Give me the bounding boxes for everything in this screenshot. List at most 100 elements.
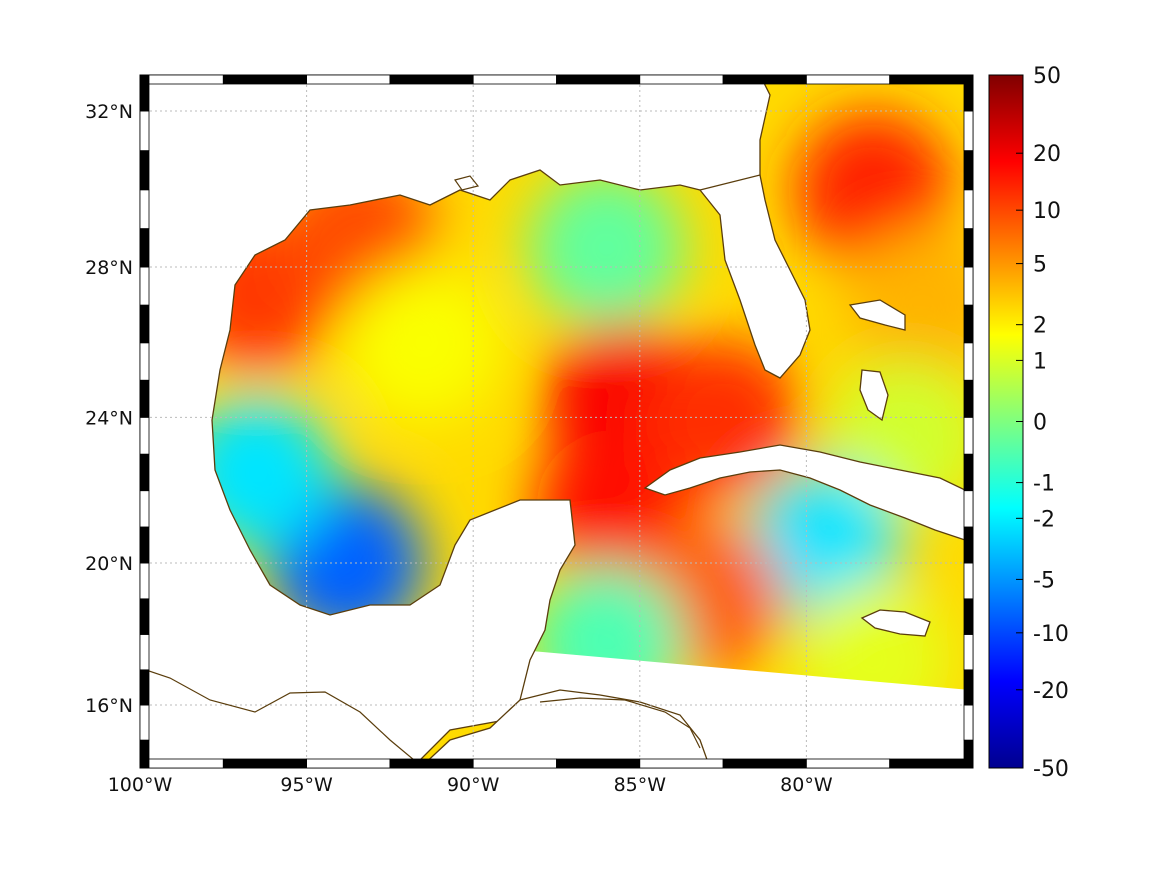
border-segment — [963, 526, 974, 564]
border-segment — [472, 74, 557, 85]
lon-tick-label: 85°W — [614, 774, 667, 796]
colorbar-tick-label: -2 — [1033, 507, 1055, 532]
border-segment — [139, 189, 150, 229]
border-segment — [472, 758, 557, 769]
colorbar-tick-label: -5 — [1033, 568, 1055, 593]
lat-tick-label: 24°N — [85, 407, 133, 429]
longitude-labels: 100°W 95°W 90°W 85°W 80°W — [108, 774, 833, 796]
border-segment — [139, 304, 150, 344]
border-segment — [963, 453, 974, 492]
border-segment — [139, 758, 224, 769]
latitude-labels: 32°N 28°N 24°N 20°N 16°N — [85, 101, 133, 717]
colorbar-tick-label: -10 — [1033, 622, 1069, 647]
lon-tick-label: 80°W — [780, 774, 833, 796]
jamaica-island — [860, 609, 931, 637]
border-segment — [963, 416, 974, 455]
colorbar-tick-label: 2 — [1033, 314, 1047, 339]
field-patch-central-gulf — [345, 264, 502, 421]
border-segment — [556, 758, 641, 769]
border-segment — [963, 342, 974, 381]
bahamas-abaco — [848, 299, 906, 331]
lon-tick-label: 100°W — [108, 774, 173, 796]
border-segment — [306, 758, 391, 769]
border-segment — [139, 453, 150, 492]
lake-pontchartrain — [454, 175, 480, 191]
border-segment — [222, 758, 308, 769]
colorbar-tick-label: 5 — [1033, 253, 1047, 278]
border-segment — [963, 739, 974, 769]
border-segment — [889, 74, 974, 85]
colorbar-tick-label: 20 — [1033, 142, 1061, 167]
coastline-details — [140, 175, 701, 766]
border-segment — [139, 74, 224, 85]
graticule — [140, 75, 973, 768]
lat-tick-label: 32°N — [85, 101, 133, 123]
central-america-landmass — [419, 689, 711, 768]
border-segment — [139, 704, 150, 741]
field-patch-eastern-gulf-shelf — [528, 169, 685, 326]
border-segment — [139, 416, 150, 455]
land-masks — [140, 75, 966, 768]
border-segment — [963, 228, 974, 268]
border-segment — [139, 526, 150, 564]
colorbar-tick-label: 10 — [1033, 199, 1061, 224]
border-segment — [806, 758, 891, 769]
map-border-bars — [139, 74, 974, 769]
cuba-island — [643, 444, 966, 541]
mexico-pacific-coast — [140, 667, 421, 766]
border-segment — [139, 228, 150, 268]
border-segment — [139, 110, 150, 152]
border-segment — [389, 74, 474, 85]
colorbar-tick-label: 1 — [1033, 349, 1047, 374]
colorbar-tick-label: -50 — [1033, 757, 1069, 782]
colorbar-tick-label: -1 — [1033, 472, 1055, 497]
border-segment — [556, 74, 641, 85]
border-segment — [139, 739, 150, 769]
border-segment — [963, 598, 974, 635]
border-segment — [963, 266, 974, 306]
border-segment — [139, 342, 150, 381]
border-segment — [139, 266, 150, 306]
border-segment — [963, 189, 974, 229]
lat-tick-label: 16°N — [85, 695, 133, 717]
border-segment — [963, 704, 974, 741]
border-segment — [139, 562, 150, 600]
border-segment — [222, 74, 308, 85]
border-segment — [389, 758, 474, 769]
border-segment — [139, 490, 150, 528]
border-segment — [139, 379, 150, 418]
border-segment — [139, 634, 150, 671]
border-segment — [963, 150, 974, 191]
border-segment — [722, 758, 807, 769]
border-segment — [806, 74, 891, 85]
border-segment — [139, 598, 150, 635]
border-segment — [889, 758, 974, 769]
border-segment — [639, 758, 724, 769]
colorbar-tick-label: 0 — [1033, 411, 1047, 436]
border-segment — [963, 562, 974, 600]
border-segment — [963, 490, 974, 528]
colorbar-tick-label: 50 — [1033, 64, 1061, 89]
border-segment — [139, 669, 150, 706]
border-segment — [963, 634, 974, 671]
border-segment — [963, 304, 974, 344]
border-segment — [963, 74, 974, 112]
florida-landmass — [698, 174, 811, 379]
bahamas-andros — [859, 369, 889, 422]
lat-tick-label: 28°N — [85, 257, 133, 279]
border-segment — [139, 150, 150, 191]
lon-tick-label: 95°W — [280, 774, 333, 796]
border-segment — [139, 74, 150, 112]
honduras-coast — [539, 697, 701, 749]
border-segment — [963, 379, 974, 418]
border-segment — [306, 74, 391, 85]
border-segment — [722, 74, 807, 85]
border-segment — [963, 110, 974, 152]
border-segment — [639, 74, 724, 85]
lat-tick-label: 20°N — [85, 553, 133, 575]
field-patch-atlantic-bahamas — [845, 227, 973, 384]
lon-tick-label: 90°W — [447, 774, 500, 796]
colorbar-tick-label: -20 — [1033, 679, 1069, 704]
